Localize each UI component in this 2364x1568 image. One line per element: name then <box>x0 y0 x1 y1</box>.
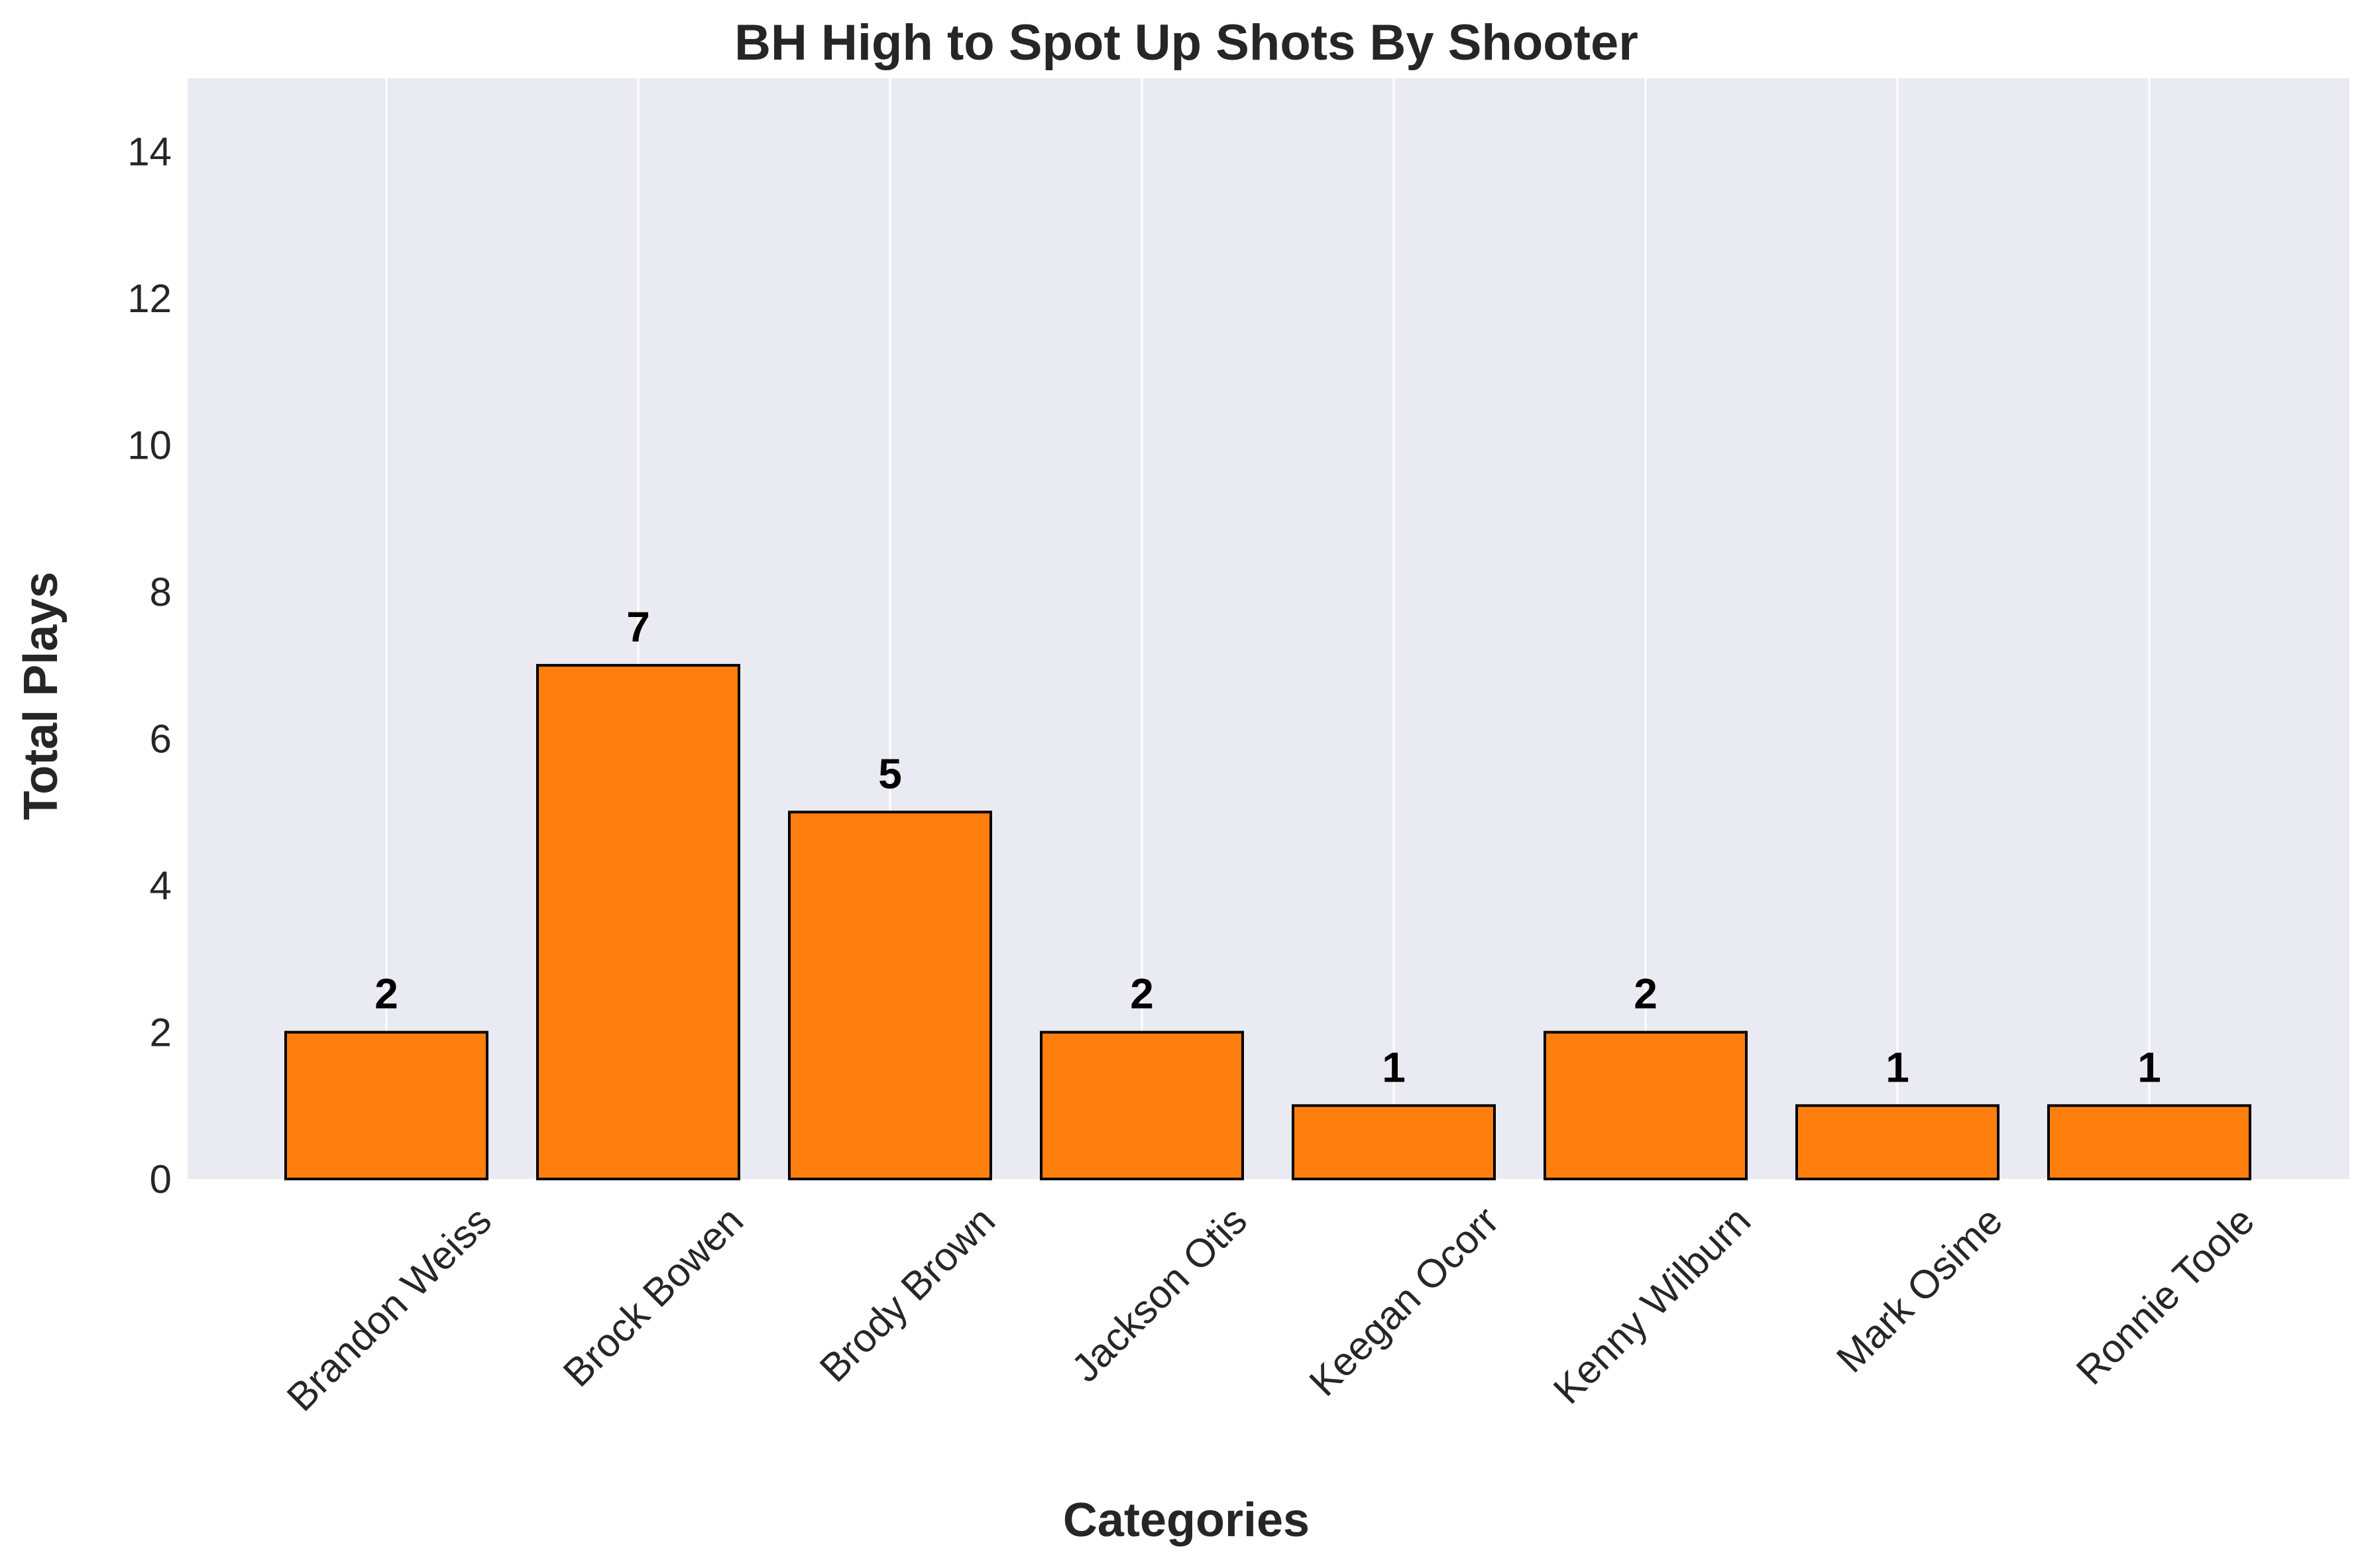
x-tick-label: Jackson Otis <box>1063 1198 1255 1390</box>
bar-3 <box>1040 1031 1244 1180</box>
data-label: 7 <box>626 603 650 651</box>
bar-7 <box>2047 1104 2251 1181</box>
data-label: 2 <box>374 970 398 1018</box>
data-label: 1 <box>1886 1043 1909 1091</box>
x-axis-ticks: Brandon Weiss Brock Bowen Brody Brown Jacks… <box>278 1198 2263 1420</box>
y-tick-label: 14 <box>127 130 172 174</box>
bar-6 <box>1795 1104 1999 1181</box>
bar-2 <box>788 811 992 1181</box>
y-tick-label: 4 <box>150 864 172 908</box>
data-label: 5 <box>878 750 902 797</box>
data-labels: 2 7 5 2 1 2 1 1 <box>374 603 2161 1091</box>
y-tick-label: 8 <box>150 570 172 614</box>
x-tick-label: Ronnie Toole <box>2068 1198 2263 1393</box>
y-axis-label: Total Plays <box>15 572 68 820</box>
y-tick-label: 2 <box>150 1011 172 1055</box>
data-label: 1 <box>1382 1043 1406 1091</box>
y-tick-label: 0 <box>150 1157 172 1202</box>
bar-4 <box>1292 1104 1496 1181</box>
data-label: 2 <box>1130 970 1154 1018</box>
data-label: 1 <box>2137 1043 2161 1091</box>
y-tick-label: 10 <box>127 423 172 468</box>
x-tick-label: Brody Brown <box>811 1198 1003 1390</box>
x-tick-label: Brandon Weiss <box>278 1198 500 1420</box>
chart-title: BH High to Spot Up Shots By Shooter <box>734 15 1638 71</box>
x-tick-label: Keegan Ocorr <box>1301 1198 1508 1405</box>
y-axis-ticks: 0 2 4 6 8 10 12 14 <box>127 130 172 1202</box>
x-axis-label: Categories <box>1063 1494 1310 1547</box>
bar-1 <box>536 663 740 1180</box>
x-tick-label: Mark Osime <box>1828 1198 2011 1381</box>
bar-0 <box>284 1031 488 1180</box>
x-tick-label: Brock Bowen <box>555 1198 752 1395</box>
x-tick-label: Kenny Wilburn <box>1545 1198 1759 1412</box>
data-label: 2 <box>1634 970 1658 1018</box>
y-tick-label: 6 <box>150 717 172 761</box>
grid-lines <box>385 78 2151 1179</box>
bars <box>284 663 2251 1181</box>
y-tick-label: 12 <box>127 276 172 321</box>
plot-area <box>188 78 2349 1179</box>
bar-5 <box>1544 1031 1748 1180</box>
